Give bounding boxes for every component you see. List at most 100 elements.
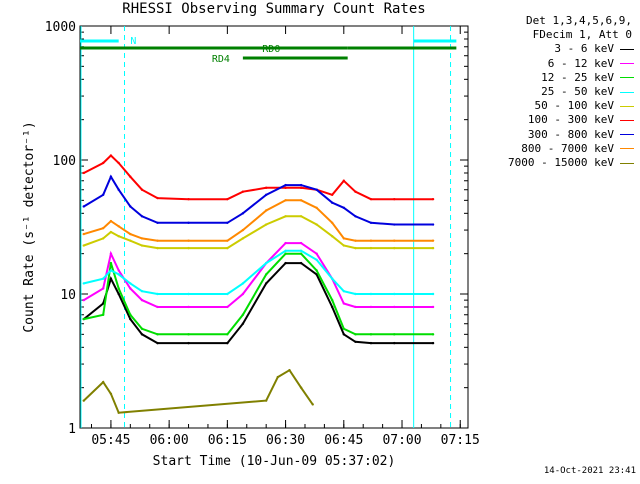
series-point-7 bbox=[315, 188, 318, 191]
plot-frame bbox=[79, 25, 469, 429]
series-point-5 bbox=[284, 215, 287, 218]
series-point-5 bbox=[226, 246, 229, 250]
series-point-1 bbox=[354, 340, 357, 343]
series-point-4 bbox=[431, 292, 435, 296]
series-point-2 bbox=[109, 252, 113, 255]
series-point-5 bbox=[101, 237, 105, 240]
night-flag-label: N bbox=[130, 36, 136, 47]
series-point-2 bbox=[431, 305, 435, 309]
series-point-4 bbox=[342, 289, 345, 293]
series-point-4 bbox=[117, 273, 120, 276]
series-point-1 bbox=[129, 317, 132, 321]
series-point-3 bbox=[156, 333, 159, 336]
series-point-1 bbox=[342, 333, 345, 336]
series-point-1 bbox=[241, 322, 245, 325]
series-point-8 bbox=[299, 199, 303, 202]
series-point-7 bbox=[117, 188, 120, 191]
series-point-4 bbox=[330, 277, 334, 280]
legend-swatch bbox=[620, 134, 634, 136]
series-point-7 bbox=[431, 223, 435, 226]
series-line-4 bbox=[83, 249, 434, 295]
series-point-8 bbox=[226, 239, 229, 242]
series-point-4 bbox=[156, 292, 159, 296]
series-point-7 bbox=[101, 193, 105, 196]
legend-header-1: Det 1,3,4,5,6,9, bbox=[526, 14, 632, 27]
series-point-8 bbox=[315, 206, 318, 209]
series-point-5 bbox=[82, 244, 85, 247]
series-point-6 bbox=[264, 186, 268, 190]
y-tick-label: 100 bbox=[53, 154, 76, 169]
series-point-3 bbox=[187, 333, 190, 336]
series-point-2 bbox=[129, 287, 132, 290]
series-point-7 bbox=[129, 205, 132, 208]
series-point-2 bbox=[342, 302, 345, 305]
series-point-2 bbox=[393, 305, 396, 309]
series-point-5 bbox=[299, 215, 303, 218]
legend-header-2: FDecim 1, Att 0 bbox=[532, 28, 632, 42]
legend-item: 7000 - 15000 keV bbox=[484, 156, 634, 170]
series-point-5 bbox=[140, 244, 144, 247]
series-point-6 bbox=[187, 197, 190, 201]
series-point-4 bbox=[101, 277, 105, 280]
series-point-6 bbox=[393, 197, 396, 201]
series-point-3 bbox=[82, 317, 85, 321]
legend: Det 1,3,4,5,6,9, FDecim 1, Att 0 3 - 6 k… bbox=[484, 14, 634, 170]
series-point-9 bbox=[117, 411, 120, 414]
legend-item: 100 - 300 keV bbox=[484, 113, 634, 127]
series-point-8 bbox=[156, 239, 159, 242]
series-point-4 bbox=[393, 292, 396, 296]
series-point-1 bbox=[431, 341, 435, 345]
x-tick-label: 06:30 bbox=[266, 433, 305, 448]
y-axis-label: Count Rate (s⁻¹ detector⁻¹) bbox=[22, 121, 37, 332]
rd0-flag-label: RD0 bbox=[262, 44, 280, 55]
series-point-7 bbox=[241, 212, 245, 215]
series-point-2 bbox=[315, 252, 318, 255]
series-point-1 bbox=[393, 341, 396, 345]
series-point-7 bbox=[264, 193, 268, 196]
series-point-4 bbox=[299, 249, 303, 253]
series-point-1 bbox=[315, 273, 318, 276]
legend-label: 25 - 50 keV bbox=[541, 84, 614, 98]
legend-item: 3 - 6 keV bbox=[484, 42, 634, 56]
series-point-3 bbox=[101, 313, 105, 316]
y-tick-label: 10 bbox=[60, 288, 76, 303]
series-point-7 bbox=[284, 183, 287, 187]
legend-swatch bbox=[620, 91, 634, 93]
series-point-8 bbox=[284, 199, 287, 202]
series-point-5 bbox=[393, 246, 396, 250]
series-point-6 bbox=[299, 186, 303, 190]
series-point-6 bbox=[330, 193, 334, 196]
series-point-5 bbox=[187, 246, 190, 250]
series-point-8 bbox=[187, 239, 190, 242]
series-line-3 bbox=[83, 252, 434, 336]
series-point-3 bbox=[354, 333, 357, 336]
series-point-4 bbox=[226, 292, 229, 296]
legend-rows: 3 - 6 keV 6 - 12 keV 12 - 25 keV 25 - 50 ke… bbox=[484, 42, 634, 170]
series-point-1 bbox=[156, 341, 159, 345]
legend-label: 800 - 7000 keV bbox=[521, 141, 614, 155]
series-point-5 bbox=[330, 234, 334, 238]
series-point-2 bbox=[117, 269, 120, 272]
series-point-5 bbox=[369, 246, 373, 250]
series-point-6 bbox=[241, 190, 245, 193]
series-point-2 bbox=[299, 241, 303, 245]
x-tick-label: 07:15 bbox=[441, 433, 480, 448]
series-point-5 bbox=[431, 246, 435, 250]
x-tick-label: 06:15 bbox=[208, 433, 247, 448]
series-point-6 bbox=[129, 175, 132, 178]
series-point-3 bbox=[431, 333, 435, 336]
series-point-7 bbox=[140, 215, 144, 218]
series-point-1 bbox=[109, 277, 113, 280]
legend-swatch bbox=[620, 49, 634, 50]
series-point-8 bbox=[129, 232, 132, 236]
series-point-6 bbox=[156, 196, 159, 200]
series-point-3 bbox=[117, 287, 120, 290]
series-point-7 bbox=[393, 223, 396, 226]
series-point-1 bbox=[299, 261, 303, 265]
legend-label: 3 - 6 keV bbox=[554, 42, 614, 56]
series-point-5 bbox=[129, 239, 132, 242]
series-line-2 bbox=[83, 242, 434, 308]
series-point-5 bbox=[117, 234, 120, 238]
